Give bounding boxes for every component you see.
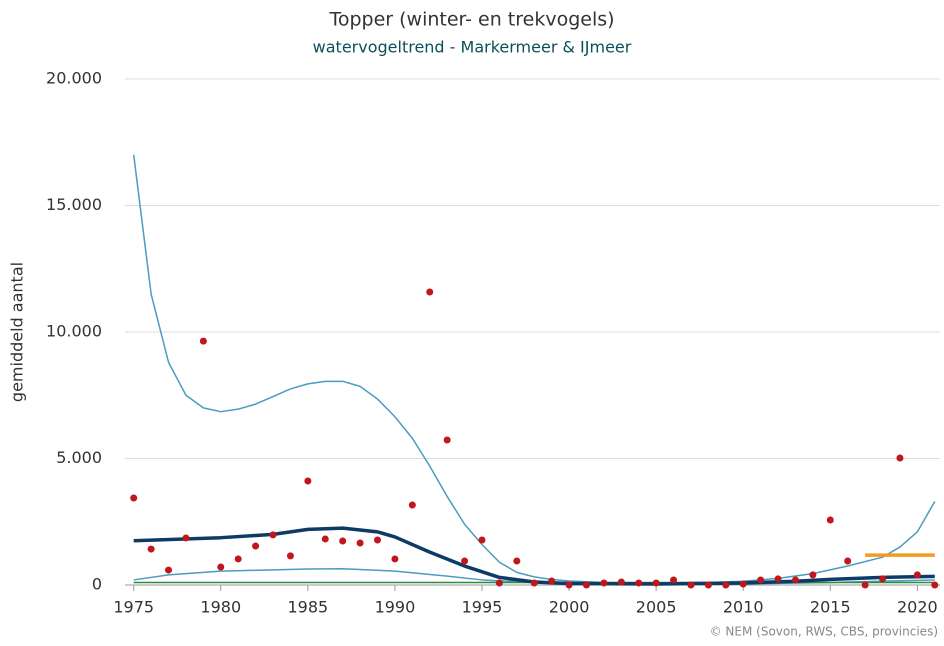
x-tick-label: 2000 [549,598,590,617]
data-point [826,516,834,524]
data-point [478,536,486,544]
data-point [791,576,799,584]
x-tick-label: 2015 [810,598,851,617]
data-point [165,566,173,574]
x-tick-label: 2020 [897,598,938,617]
data-point [426,288,434,296]
data-point [391,555,399,563]
data-point [234,555,242,563]
data-point [443,436,451,444]
data-point [513,557,521,565]
data-point [495,579,503,587]
chart-title: Topper (winter- en trekvogels) [328,9,614,31]
data-point [182,534,190,542]
x-tick-label: 1990 [375,598,416,617]
data-point [896,454,904,462]
x-tick-label: 2010 [723,598,764,617]
data-point [582,581,590,589]
x-tick-label: 1980 [200,598,241,617]
y-tick-label: 10.000 [46,322,102,341]
data-point [321,535,329,543]
data-point [722,581,730,589]
data-point [461,557,469,565]
y-tick-label: 0 [92,575,102,594]
data-point [565,581,573,589]
data-point [600,579,608,587]
data-point [704,581,712,589]
data-point [617,578,625,586]
y-axis-label: gemiddeld aantal [8,262,27,402]
x-tick-label: 2005 [636,598,677,617]
x-tick-label: 1995 [462,598,503,617]
data-point [217,563,225,571]
data-point [879,575,887,583]
chart-subtitle: watervogeltrend - Markermeer & IJmeer [313,38,632,57]
data-point [913,571,921,579]
data-point [530,579,538,587]
data-point [130,494,138,502]
data-point [635,579,643,587]
data-point [687,581,695,589]
x-tick-label: 1975 [113,598,154,617]
data-point [147,545,155,553]
data-point [408,501,416,509]
series-line [132,154,936,584]
data-point [339,537,347,545]
data-point [861,581,869,589]
data-point [548,577,556,585]
data-point [199,337,207,345]
data-point [774,575,782,583]
data-point [269,531,277,539]
data-point [252,542,260,550]
data-point [652,579,660,587]
y-tick-label: 20.000 [46,69,102,88]
x-tick-label: 1985 [287,598,328,617]
series-line [133,526,935,586]
data-point [844,557,852,565]
source: © NEM (Sovon, RWS, CBS, provincies) [710,625,938,639]
data-point [670,576,678,584]
data-point [286,552,294,560]
data-point [739,580,747,588]
data-point [809,571,817,579]
data-point [931,581,939,589]
y-tick-label: 5.000 [56,448,102,467]
data-point [304,477,312,485]
data-point [757,576,765,584]
data-point [374,536,382,544]
y-tick-label: 15.000 [46,195,102,214]
data-point [356,539,364,547]
